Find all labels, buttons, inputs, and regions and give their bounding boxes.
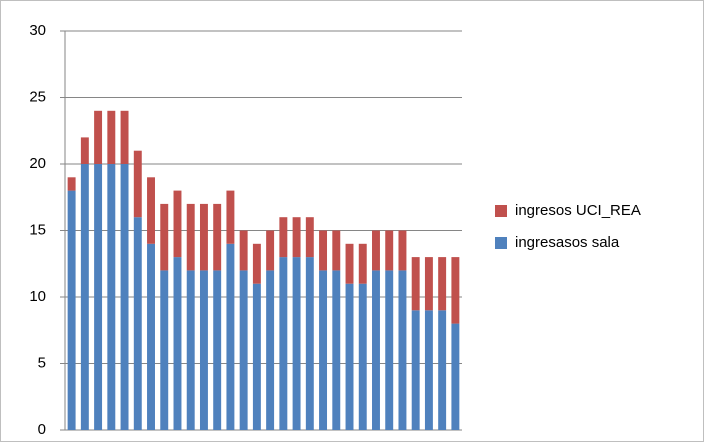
bar-segment — [332, 270, 341, 430]
legend-swatch — [495, 237, 507, 249]
bar-segment — [199, 270, 208, 430]
bar-segment — [67, 190, 76, 430]
bar-segment — [319, 270, 328, 430]
bar-segment — [80, 164, 89, 430]
bar-segment — [279, 257, 288, 430]
bar-segment — [398, 230, 407, 271]
bar-segment — [226, 190, 235, 244]
bar-segment — [305, 217, 314, 258]
bar-segment — [266, 270, 275, 430]
y-tick-label: 0 — [38, 421, 46, 438]
bar-segment — [199, 203, 208, 271]
bar-segment — [398, 270, 407, 430]
bar-segment — [292, 217, 301, 258]
bar-segment — [438, 310, 447, 430]
bar-segment — [133, 217, 142, 430]
bar-segment — [173, 257, 182, 430]
bar-segment — [186, 270, 195, 430]
bar-segment — [94, 110, 103, 164]
legend-swatch — [495, 205, 507, 217]
bar-segment — [385, 270, 394, 430]
bar-segment — [120, 110, 129, 164]
y-tick-label: 5 — [38, 354, 46, 371]
bar-segment — [424, 310, 433, 430]
bar-segment — [239, 230, 248, 271]
bar-segment — [173, 190, 182, 258]
bar-segment — [424, 257, 433, 311]
y-tick-label: 30 — [29, 22, 46, 39]
bar-segment — [213, 270, 222, 430]
bar-segment — [107, 110, 116, 164]
bar-segment — [451, 257, 460, 324]
y-tick-label: 10 — [29, 288, 46, 305]
bar-segment — [372, 230, 380, 271]
bar-segment — [160, 203, 169, 271]
bar-segment — [147, 177, 155, 244]
bar-segment — [411, 310, 420, 430]
bar-segment — [80, 137, 89, 164]
bar-segment — [358, 283, 367, 430]
bar-segment — [67, 177, 76, 191]
y-tick-label: 25 — [29, 88, 46, 105]
bar-segment — [385, 230, 394, 271]
bar-segment — [186, 203, 195, 271]
y-tick-label: 20 — [29, 155, 46, 172]
bar-segment — [451, 323, 460, 430]
bar-segment — [160, 270, 169, 430]
bar-segment — [147, 243, 155, 430]
bar-segment — [252, 243, 261, 284]
bar-segment — [358, 243, 367, 284]
bar-segment — [438, 257, 447, 311]
bar-segment — [133, 150, 142, 218]
legend-label: ingresos UCI_REA — [515, 202, 641, 219]
bar-segment — [107, 164, 116, 430]
bar-segment — [279, 217, 288, 258]
bar-segment — [332, 230, 341, 271]
y-tick-label: 15 — [29, 221, 46, 238]
bar-segment — [94, 164, 103, 430]
bar-segment — [226, 243, 235, 430]
bar-segment — [411, 257, 420, 311]
bar-segment — [345, 283, 354, 430]
bar-segment — [266, 230, 275, 271]
bar-segment — [292, 257, 301, 430]
bar-segment — [120, 164, 129, 430]
bar-segment — [213, 203, 222, 271]
legend-label: ingresasos sala — [515, 234, 620, 251]
bar-segment — [319, 230, 328, 271]
bar-segment — [345, 243, 354, 284]
bar-segment — [305, 257, 314, 430]
bar-segment — [372, 270, 380, 430]
bar-segment — [239, 270, 248, 430]
bar-segment — [252, 283, 261, 430]
